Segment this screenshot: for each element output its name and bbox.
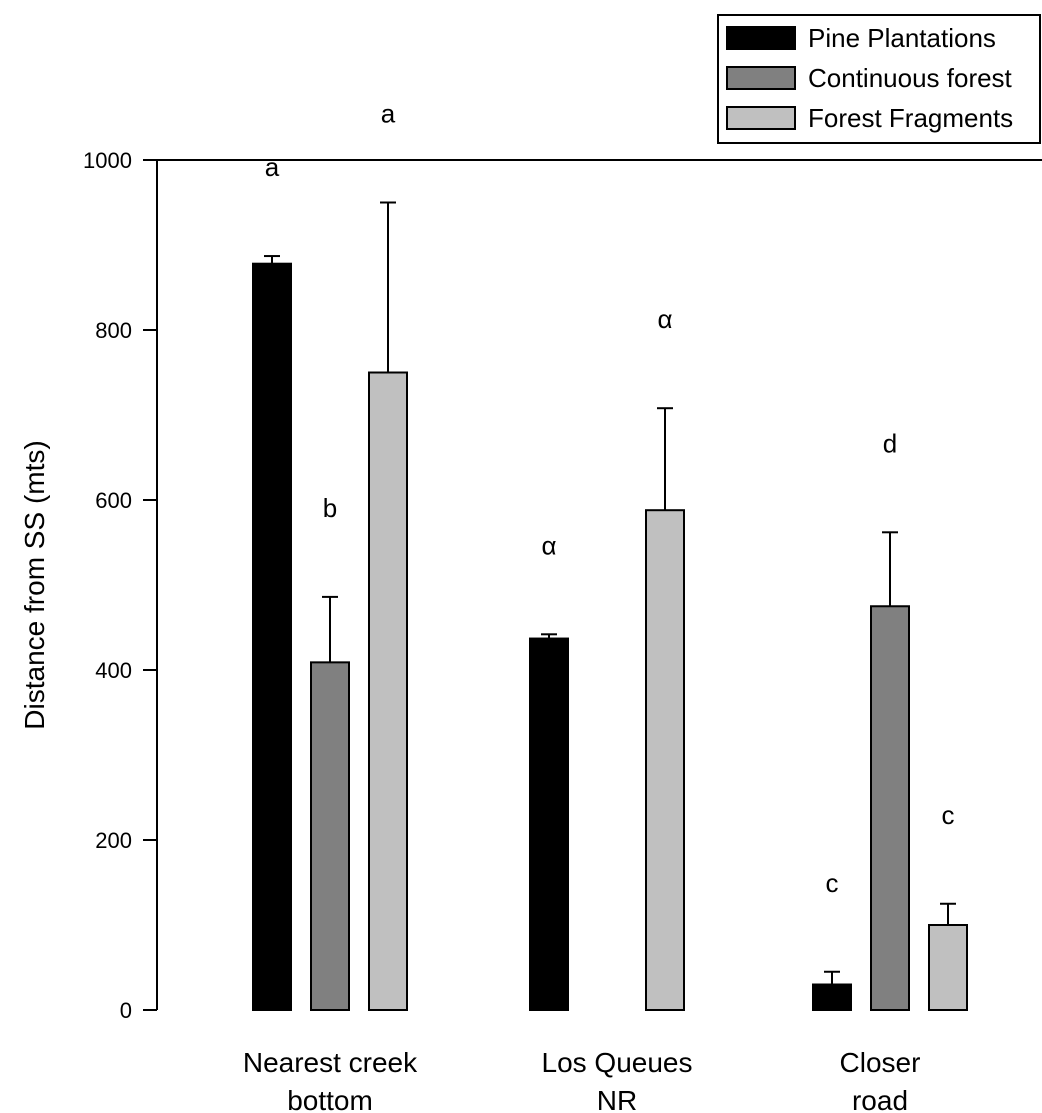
category-labels: Nearest creek bottom Los Queues NR Closer roa…	[243, 1047, 921, 1113]
bar	[645, 509, 685, 1011]
significance-labels: a α c b d a α c	[265, 99, 955, 898]
legend-label: Pine Plantations	[808, 23, 996, 53]
significance-label: d	[883, 428, 897, 458]
category-label: Los Queues	[542, 1047, 693, 1078]
significance-label: b	[323, 493, 337, 523]
category-label: road	[852, 1085, 908, 1113]
bar	[310, 661, 350, 1011]
bar	[928, 924, 968, 1011]
legend-swatch	[726, 106, 796, 130]
bar	[368, 371, 408, 1011]
significance-label: α	[657, 304, 672, 334]
category-label: NR	[597, 1085, 637, 1113]
y-axis-label: Distance from SS (mts)	[19, 440, 50, 729]
significance-label: c	[942, 800, 955, 830]
legend-label: Continuous forest	[808, 63, 1013, 93]
significance-label: a	[265, 152, 280, 182]
bars	[252, 262, 968, 1011]
axes	[156, 159, 1042, 1010]
y-tick-label: 1000	[83, 148, 132, 173]
category-label: bottom	[287, 1085, 373, 1113]
significance-label: c	[826, 868, 839, 898]
bar	[812, 983, 852, 1011]
y-tick-label: 400	[95, 658, 132, 683]
y-tick-label: 600	[95, 488, 132, 513]
y-tick-label: 200	[95, 828, 132, 853]
legend-swatch	[726, 66, 796, 90]
legend-label: Forest Fragments	[808, 103, 1013, 133]
legend-swatch	[726, 26, 796, 50]
y-ticks: 0 200 400 600 800 1000	[83, 148, 157, 1023]
significance-label: α	[541, 530, 556, 560]
y-tick-label: 0	[120, 998, 132, 1023]
bar	[870, 605, 910, 1011]
bar	[252, 262, 292, 1011]
bar	[529, 637, 569, 1011]
category-label: Closer	[840, 1047, 921, 1078]
y-tick-label: 800	[95, 318, 132, 343]
error-bars	[264, 201, 956, 985]
significance-label: a	[381, 99, 396, 129]
legend: Pine Plantations Continuous forest Forest …	[717, 14, 1041, 144]
category-label: Nearest creek	[243, 1047, 418, 1078]
